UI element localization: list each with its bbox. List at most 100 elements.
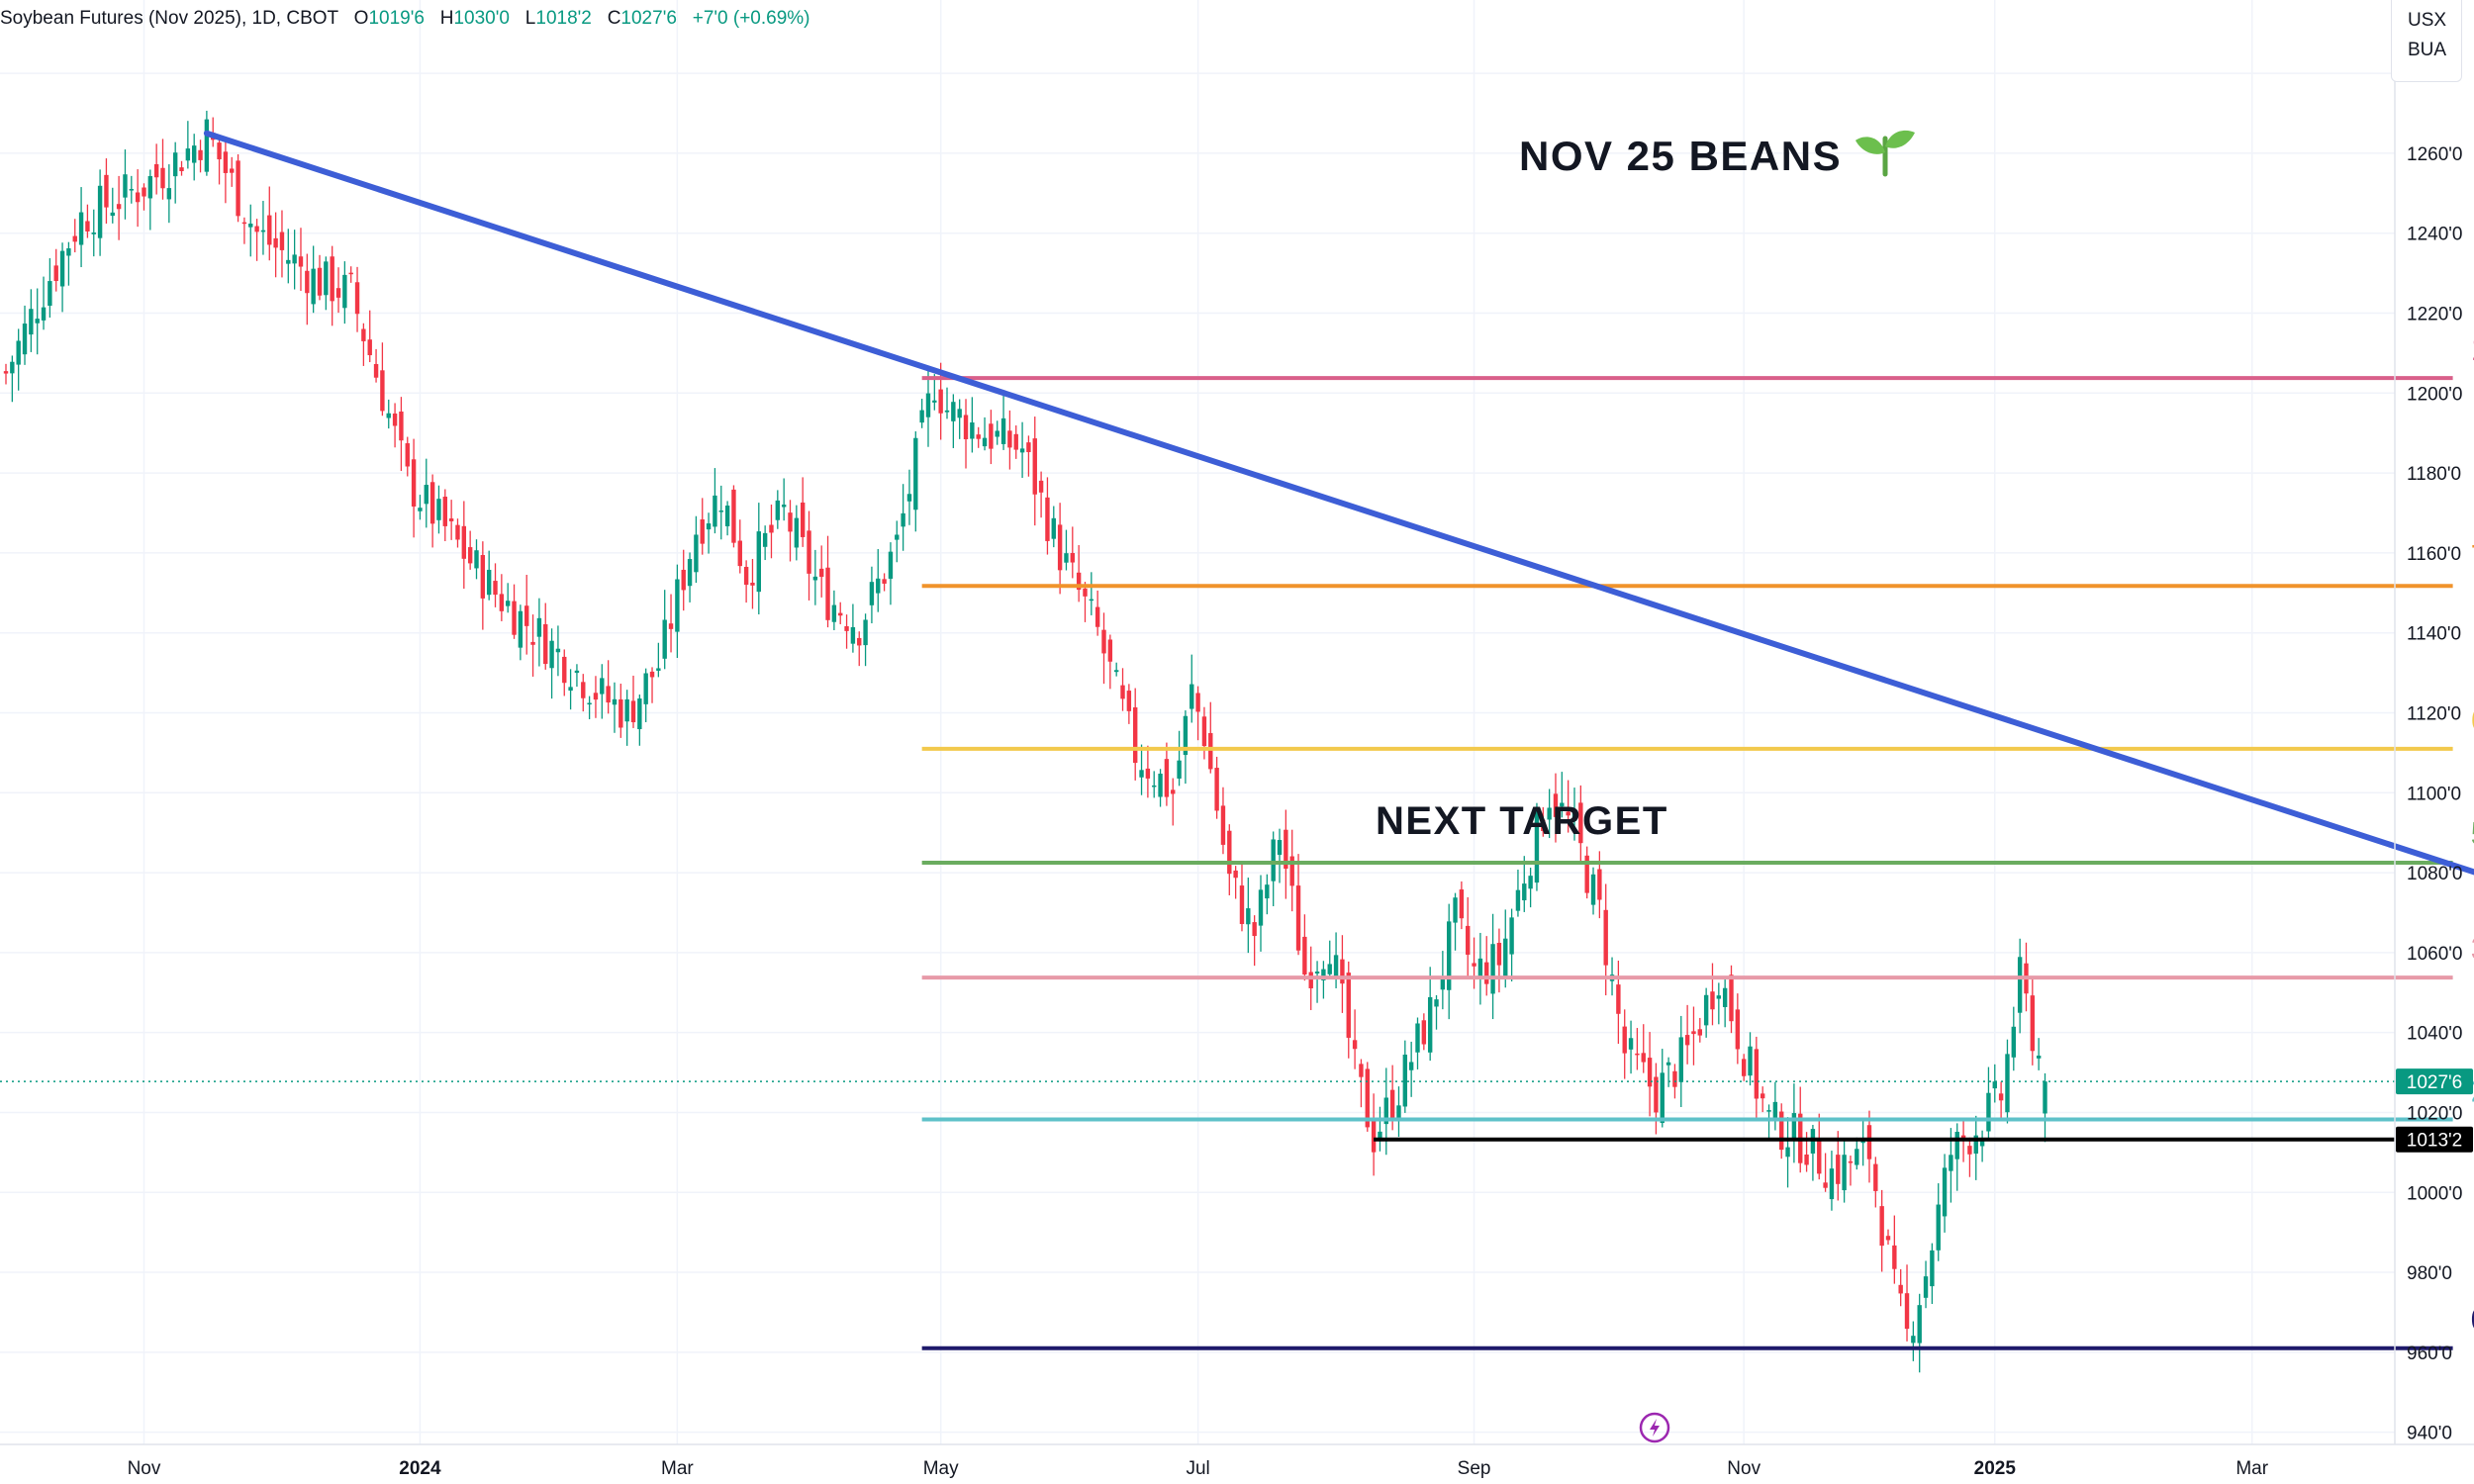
candle-body <box>756 531 761 593</box>
candle-body <box>1076 572 1082 591</box>
candle-body <box>1289 856 1294 886</box>
candle-body <box>1829 1168 1835 1200</box>
candle-body <box>1277 840 1283 856</box>
candle-body <box>1703 994 1709 1026</box>
candle-body <box>1477 958 1483 979</box>
candle-body <box>1635 1053 1640 1056</box>
candle-body <box>857 637 862 646</box>
candle-body <box>1541 819 1546 831</box>
candle-body <box>1189 684 1194 709</box>
candle-body <box>1522 883 1527 900</box>
candle-body <box>1032 438 1037 495</box>
candle-body <box>1571 810 1577 821</box>
candle-body <box>298 256 304 267</box>
candle-body <box>1233 870 1238 879</box>
candle-body <box>825 567 830 620</box>
candle-body <box>1748 1046 1753 1076</box>
candle-body <box>273 237 278 248</box>
candle-body <box>1754 1049 1760 1099</box>
candle-body <box>1038 480 1044 493</box>
candle-body <box>1427 996 1433 1053</box>
candle-body <box>1729 974 1734 1022</box>
candle-body <box>123 174 128 198</box>
candle-body <box>172 152 178 177</box>
candle-body <box>192 145 197 163</box>
candle-body <box>762 532 768 547</box>
candle-body <box>812 576 818 581</box>
candle-body <box>1164 759 1170 797</box>
downtrend-line[interactable] <box>203 130 2474 1025</box>
time-axis[interactable]: Nov2024MarMayJulSepNov2025MarMayJul <box>0 1443 2474 1479</box>
unit-label[interactable]: BUA <box>2408 40 2447 60</box>
price-axis[interactable]: 1280'01260'01240'01220'01200'01180'01160… <box>2394 0 2462 1444</box>
candle-body <box>593 693 599 700</box>
candle-body <box>1936 1204 1941 1251</box>
candle-body <box>480 555 486 599</box>
candle-body <box>850 626 856 644</box>
candle-body <box>919 410 924 423</box>
candle-body <box>807 530 811 574</box>
candle-body <box>1239 885 1245 924</box>
candle-body <box>330 256 334 302</box>
candle-body <box>1459 889 1465 919</box>
candle-body <box>681 569 686 591</box>
candle-body <box>1057 524 1063 571</box>
trendline-drawing[interactable] <box>203 130 2474 1025</box>
seedling-icon <box>1856 130 1915 177</box>
candle-body <box>135 192 141 203</box>
candle-body <box>3 371 9 374</box>
candle-body <box>876 578 881 594</box>
time-tick-label: May <box>923 1458 959 1479</box>
candle-body <box>687 559 693 587</box>
candle-body <box>568 687 573 692</box>
candle-body <box>367 339 372 356</box>
fibonacci-retracement[interactable]: 100.00% (1203'6) 78.60% (1151'6) 61.80% (1… <box>921 330 2474 1350</box>
candle-body <box>493 581 498 596</box>
candle-body <box>1183 715 1189 756</box>
candle-body <box>424 485 428 505</box>
currency-label[interactable]: USX <box>2408 10 2447 31</box>
candle-body <box>1628 1038 1634 1050</box>
price-tick-label: 1100'0 <box>2407 784 2461 804</box>
candle-body <box>895 534 900 540</box>
candle-body <box>1378 1131 1382 1141</box>
candle-body <box>662 619 667 659</box>
support-line[interactable]: 1013'2 1027'6 <box>0 1068 2473 1153</box>
candle-body <box>1434 999 1439 1007</box>
candle-body <box>335 288 341 298</box>
price-tick-label: 1200'0 <box>2407 384 2462 405</box>
candle-body <box>1855 1149 1859 1165</box>
fib-level-label: 38.20% (1053'6) <box>2471 930 2474 967</box>
support-price-tag <box>2396 1126 2473 1153</box>
candle-body <box>1641 1053 1646 1063</box>
candle-body <box>1496 942 1502 966</box>
candle-body <box>1208 733 1213 770</box>
candle-body <box>1879 1206 1884 1247</box>
candle-body <box>831 604 837 622</box>
candle-body <box>888 551 894 579</box>
candle-body <box>1534 809 1540 883</box>
candle-body <box>781 505 787 508</box>
candle-body <box>1791 1113 1797 1140</box>
candle-body <box>1898 1284 1903 1294</box>
currency-unit-selector[interactable]: USX BUA <box>2391 0 2462 82</box>
candle-body <box>53 265 58 282</box>
candle-body <box>1785 1147 1790 1158</box>
candle-body <box>1779 1111 1784 1151</box>
candle-body <box>1672 1070 1677 1087</box>
candle-body <box>386 413 391 418</box>
candle-body <box>819 568 824 578</box>
candle-body <box>129 189 134 191</box>
lightning-icon[interactable] <box>1639 1412 1670 1443</box>
candle-body <box>1352 1040 1358 1050</box>
candle-body <box>1622 1026 1627 1054</box>
candle-body <box>1603 909 1608 966</box>
candle-body <box>1560 802 1565 807</box>
candle-body <box>1866 1125 1872 1159</box>
candle-body <box>279 232 285 250</box>
candle-body <box>1716 995 1722 999</box>
candle-body <box>1848 1160 1854 1163</box>
candle-body <box>668 623 674 629</box>
candle-body <box>311 268 316 305</box>
